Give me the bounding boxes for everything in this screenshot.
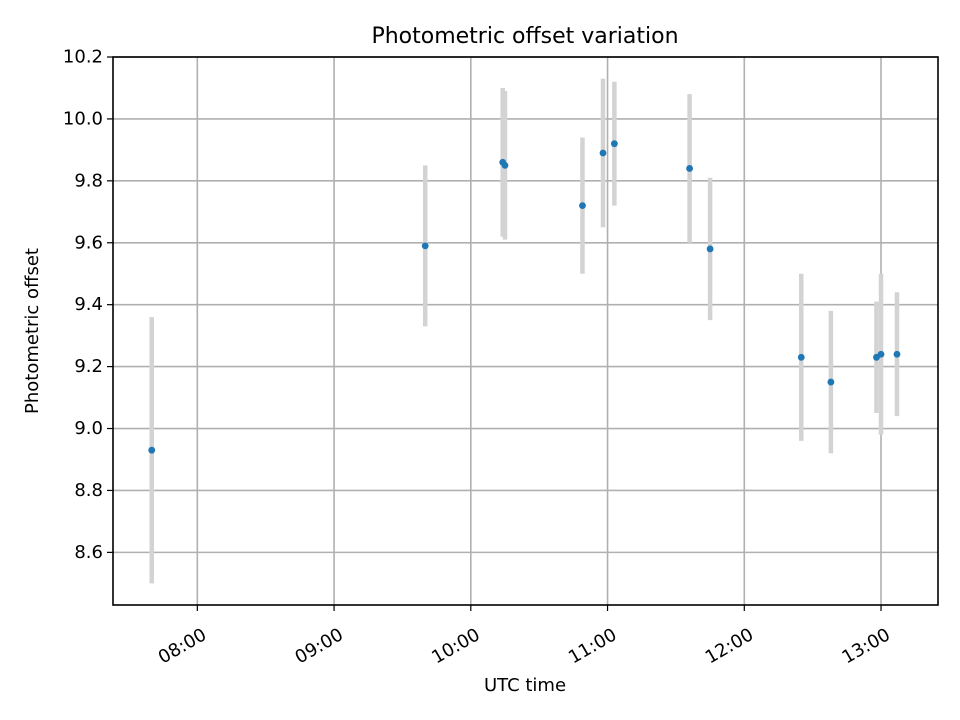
y-tick-label: 9.6 [74,232,103,253]
y-tick-label: 9.4 [74,294,103,315]
data-point [610,140,618,148]
y-tick-label: 9.8 [74,170,103,191]
y-tick-label: 9.0 [74,418,103,439]
y-tick-label: 9.2 [74,356,103,377]
y-tick-label: 8.8 [74,480,103,501]
data-point [579,202,586,210]
data-point [797,353,805,361]
data-point [827,378,835,386]
data-point [686,165,693,172]
chart-title: Photometric offset variation [371,24,678,49]
data-point [877,350,885,358]
data-point [599,149,607,157]
data-point [148,446,156,454]
y-tick-label: 10.0 [63,108,103,129]
data-point [421,242,429,250]
y-tick-label: 8.6 [74,542,103,563]
data-point [706,245,714,253]
y-axis-label: Photometric offset [22,248,43,414]
data-point [893,350,901,358]
plot-frame [112,56,939,606]
data-points [148,140,901,454]
data-point [501,161,509,169]
x-axis-label: UTC time [484,675,566,696]
y-tick-label: 10.2 [63,47,103,68]
